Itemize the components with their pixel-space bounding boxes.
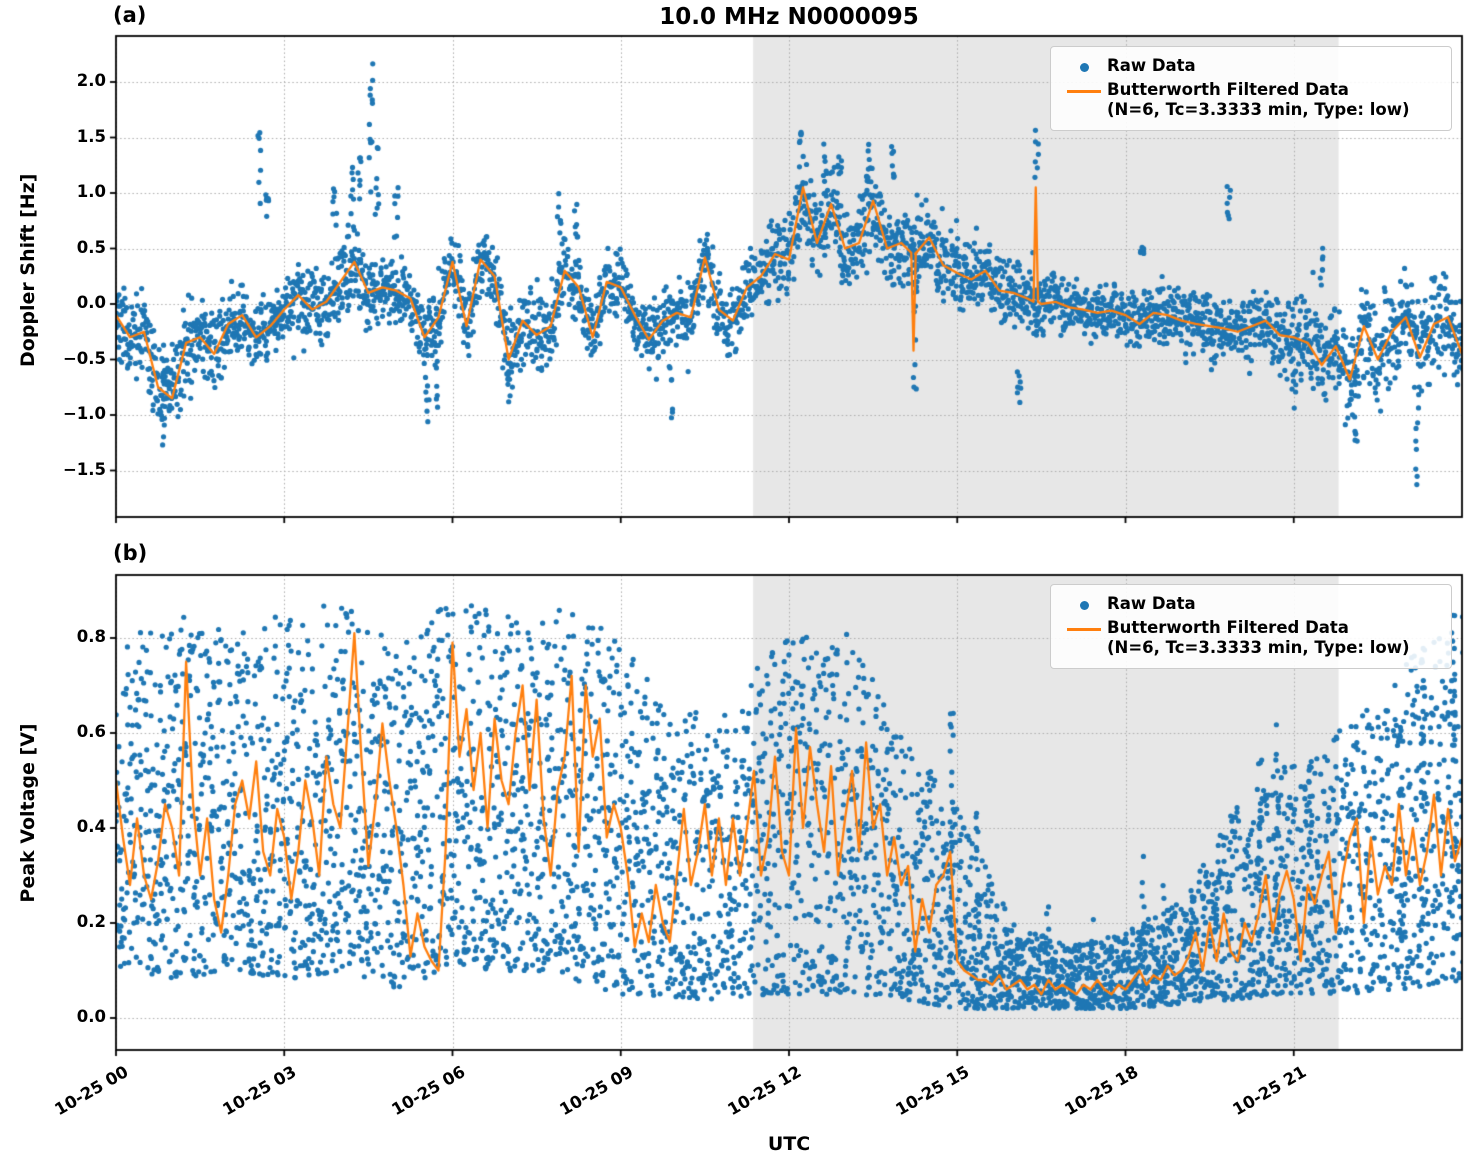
- y-tick-label: 0.8: [76, 627, 106, 646]
- y-tick-label: −0.5: [62, 348, 106, 368]
- y-tick-label: 2.0: [76, 71, 106, 90]
- legend-item-raw: Raw Data: [1061, 56, 1441, 78]
- raw-data-marker-icon: [1061, 594, 1107, 616]
- y-tick-label: 0.4: [76, 817, 106, 836]
- legend-panel-b: Raw Data Butterworth Filtered Data (N=6, …: [1050, 584, 1452, 670]
- y-tick-label: −1.5: [62, 459, 106, 479]
- y-tick-label: 0.6: [76, 722, 106, 741]
- filtered-line-marker-icon: [1061, 618, 1107, 640]
- y-tick-label: 1.5: [76, 126, 106, 146]
- legend-panel-a: Raw Data Butterworth Filtered Data (N=6, …: [1050, 46, 1452, 132]
- legend-raw-label: Raw Data: [1107, 56, 1196, 75]
- legend-item-filtered: Butterworth Filtered Data (N=6, Tc=3.3333…: [1061, 80, 1441, 120]
- legend-item-raw: Raw Data: [1061, 594, 1441, 616]
- y-tick-label: −1.0: [62, 404, 106, 423]
- y-tick-label: 0.5: [76, 237, 106, 257]
- x-axis-label-utc: UTC: [767, 1133, 811, 1155]
- filtered-line-marker-icon: [1061, 80, 1107, 102]
- raw-data-marker-icon: [1061, 56, 1107, 78]
- y-tick-label: 0.2: [76, 912, 106, 931]
- chart-title: 10.0 MHz N0000095: [659, 4, 919, 30]
- y-tick-label: 0.0: [76, 1007, 106, 1026]
- legend-item-filtered: Butterworth Filtered Data (N=6, Tc=3.3333…: [1061, 618, 1441, 658]
- panel-b-tag: (b): [113, 541, 148, 565]
- legend-filtered-label: Butterworth Filtered Data (N=6, Tc=3.3333…: [1107, 618, 1410, 658]
- panel-a-tag: (a): [113, 3, 147, 27]
- y-axis-label-voltage: Peak Voltage [V]: [17, 723, 39, 903]
- y-tick-label: 1.0: [76, 182, 106, 201]
- legend-raw-label: Raw Data: [1107, 594, 1196, 613]
- y-axis-label-doppler: Doppler Shift [Hz]: [17, 173, 39, 367]
- y-tick-label: 0.0: [76, 293, 106, 312]
- legend-filtered-label: Butterworth Filtered Data (N=6, Tc=3.3333…: [1107, 80, 1410, 120]
